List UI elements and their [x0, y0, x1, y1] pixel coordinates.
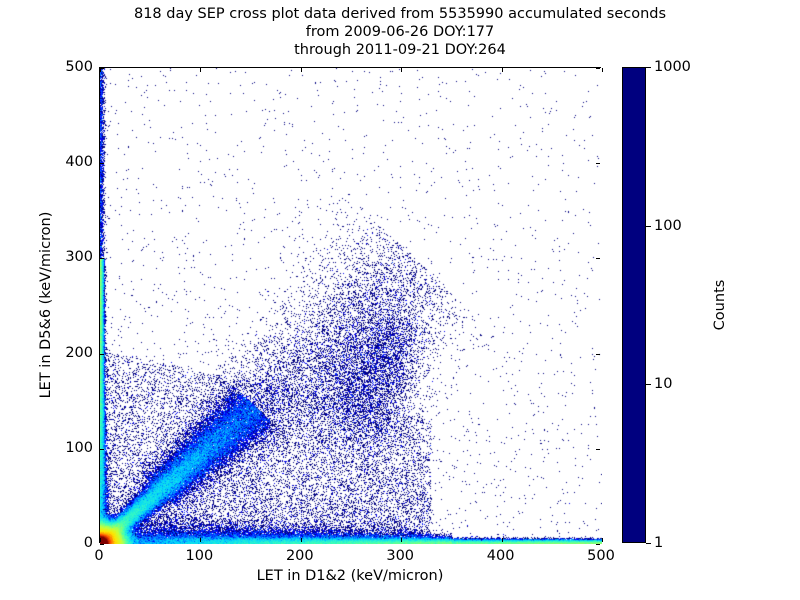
x-axis-label: LET in D1&2 (keV/micron) [256, 568, 444, 584]
colorbar-gradient [622, 67, 646, 543]
x-tick-label-300: 300 [386, 548, 415, 564]
density-scatter-canvas [100, 68, 602, 544]
y-tick-500 [100, 68, 104, 69]
x-tick-label-400: 400 [486, 548, 515, 564]
y-tick-500 [596, 68, 600, 69]
title-line-3: through 2011-09-21 DOY:264 [294, 42, 506, 58]
colorbar-tick-1 [646, 543, 651, 544]
x-tick-100 [200, 68, 202, 72]
y-tick-400 [596, 163, 600, 165]
x-tick-label-100: 100 [185, 548, 214, 564]
colorbar-tick-100 [646, 225, 651, 227]
x-tick-0 [100, 538, 101, 542]
colorbar-tick-1000 [646, 67, 651, 68]
y-tick-200 [100, 353, 104, 355]
x-tick-500 [602, 68, 603, 72]
y-tick-200 [596, 353, 600, 355]
colorbar: 1 10 100 1000 [622, 59, 691, 551]
x-tick-200 [300, 68, 302, 72]
x-tick-300 [401, 538, 403, 542]
y-tick-400 [100, 163, 104, 165]
y-axis-label: LET in D5&6 (keV/micron) [38, 211, 54, 399]
y-tick-label-300: 300 [65, 249, 93, 266]
y-tick-0 [100, 544, 104, 545]
x-tick-label-0: 0 [94, 548, 104, 564]
plot-axes [99, 67, 603, 545]
x-tick-200 [300, 538, 302, 542]
title-line-2: from 2009-06-26 DOY:177 [305, 24, 495, 40]
x-tick-label-500: 500 [587, 548, 615, 564]
colorbar-label: Counts [712, 279, 728, 331]
y-tick-0 [596, 544, 600, 545]
x-tick-100 [200, 538, 202, 542]
x-tick-500 [602, 538, 603, 542]
y-tick-label-0: 0 [83, 535, 93, 551]
x-tick-0 [100, 68, 101, 72]
x-tick-300 [401, 68, 403, 72]
x-tick-400 [501, 538, 503, 542]
title-line-1: 818 day SEP cross plot data derived from… [133, 6, 667, 22]
colorbar-tick-label-1000: 1000 [654, 59, 691, 75]
colorbar-tick-label-1: 1 [654, 535, 664, 551]
colorbar-tick-10 [646, 384, 651, 386]
x-tick-400 [501, 68, 503, 72]
y-tick-300 [100, 258, 104, 260]
y-tick-label-100: 100 [65, 439, 93, 456]
plot-title: 818 day SEP cross plot data derived from… [0, 5, 800, 59]
y-tick-300 [596, 258, 600, 260]
colorbar-tick-label-10: 10 [654, 376, 673, 393]
colorbar-tick-label-100: 100 [654, 217, 682, 234]
x-tick-label-200: 200 [285, 548, 314, 564]
y-tick-label-400: 400 [65, 154, 93, 171]
y-tick-label-200: 200 [65, 344, 93, 361]
y-tick-100 [596, 448, 600, 450]
y-tick-label-500: 500 [65, 59, 93, 75]
y-tick-100 [100, 448, 104, 450]
